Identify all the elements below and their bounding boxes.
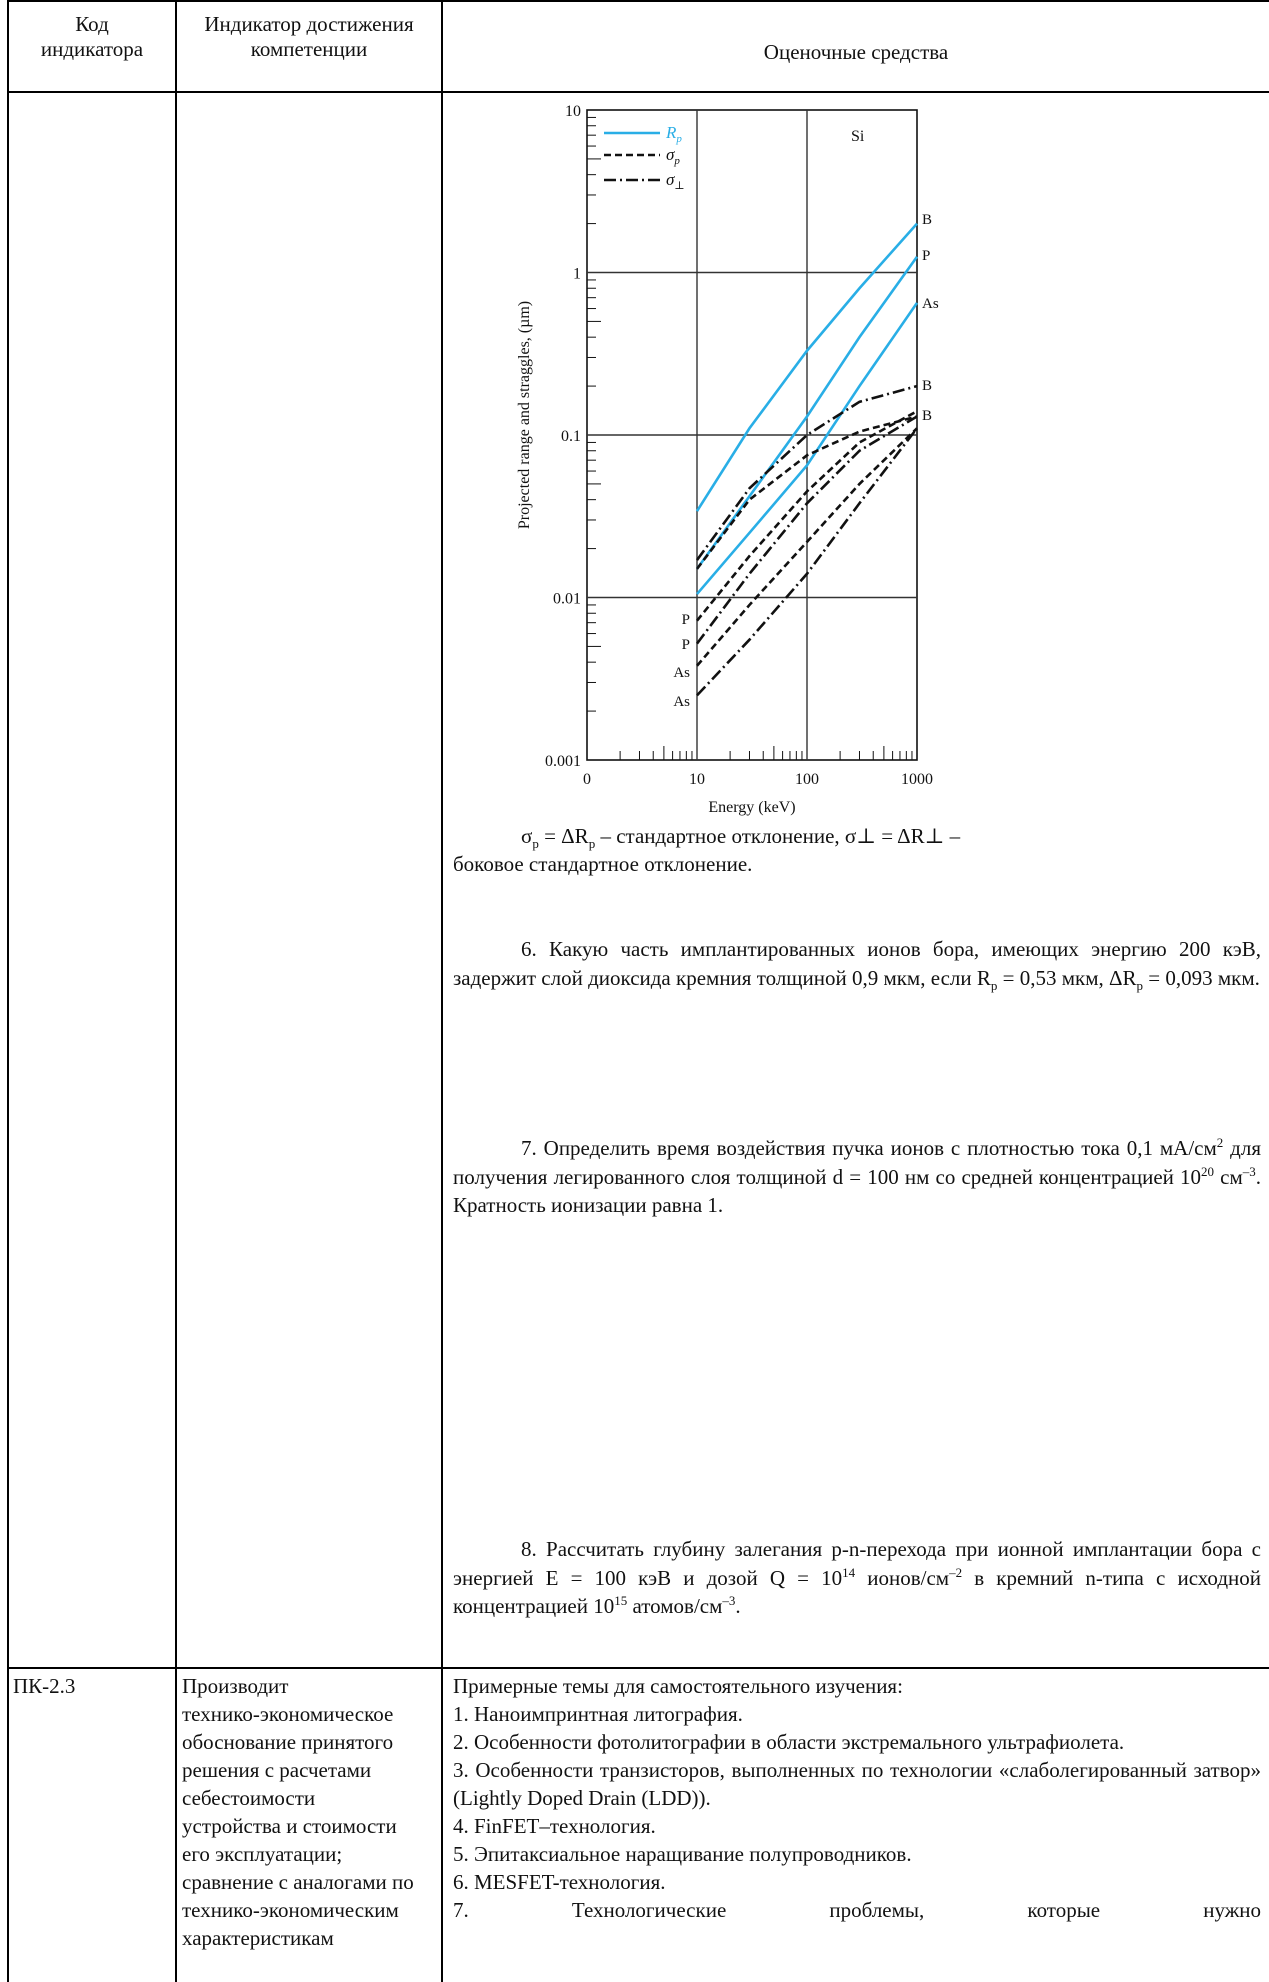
curve-label-left: As (673, 694, 690, 710)
series-perpperp-as (696, 427, 919, 697)
curve-label-left: P (682, 637, 690, 653)
sigma-definition-line2: боковое стандартное отклонение. (453, 852, 753, 876)
question-6: 6. Какую часть имплантированных ионов бо… (453, 937, 1261, 993)
indicator-line: технико-экономическое (182, 1702, 394, 1726)
indicator-line: его эксплуатации; (182, 1842, 343, 1866)
header-means: Оценочные средства (763, 40, 949, 64)
row2-topics: Примерные темы для самостоятельного изуч… (453, 1672, 1261, 1924)
question-7: 7. Определить время воздействия пучка ио… (453, 1135, 1262, 1217)
series-perpp-as (696, 427, 918, 667)
curve-label-right: B (922, 212, 932, 228)
curve-label-right: B (922, 378, 932, 394)
legend-label: σp (666, 145, 680, 167)
indicator-line: характеристикам (182, 1926, 334, 1950)
table-border-top (7, 0, 1269, 2)
indicator-line: обоснование принятого (182, 1730, 394, 1754)
table-divider-1 (175, 0, 177, 1982)
legend-label: Rp (665, 123, 682, 145)
series-perpp-p (695, 410, 918, 622)
indicator-line: решения с расчетами (182, 1758, 372, 1782)
indicator-line: технико-экономическим (182, 1898, 399, 1922)
series-Rp-p (695, 255, 919, 570)
x-tick-label: 100 (795, 771, 819, 788)
x-tick-label: 1000 (901, 771, 933, 788)
row-1-bottom (7, 1667, 1269, 1669)
question-8: 8. Рассчитать глубину залегания p-n-пере… (453, 1537, 1261, 1618)
y-tick-label: 0.001 (545, 753, 581, 770)
sigma-definition: σp = ΔRp – стандартное отклонение, σ⊥ = … (521, 824, 961, 852)
x-axis-title: Energy (keV) (708, 799, 795, 816)
indicator-line: сравнение с аналогами по (182, 1870, 414, 1894)
topic-item: 3. Особенности транзисторов, выполненных… (453, 1758, 1261, 1810)
series-Rp-as (696, 302, 919, 595)
topics-intro: Примерные темы для самостоятельного изуч… (453, 1674, 903, 1698)
table-border-left (7, 0, 9, 1982)
header-code: Код индикатора (40, 12, 144, 61)
indicator-line: Производит (182, 1674, 289, 1698)
y-axis-title: Projected range and straggles, (µm) (516, 301, 533, 529)
header-row-bottom (7, 91, 1269, 93)
legend-label: σ⊥ (666, 170, 685, 192)
y-tick-label: 1 (573, 266, 581, 283)
curve-label-left: P (682, 612, 690, 628)
series-perpperp-b (695, 384, 918, 561)
material-label: Si (851, 128, 865, 145)
topic-item: 2. Особенности фотолитографии в области … (453, 1730, 1125, 1754)
y-tick-label: 0.01 (553, 591, 581, 608)
series-perpperp-p (695, 415, 918, 645)
header-indicator: Индикатор достижения компетенции (204, 12, 414, 61)
curve-label-right: P (922, 248, 930, 264)
x-tick-label: 10 (689, 771, 705, 788)
topic-item: 7. Технологические проблемы, которые нуж… (453, 1898, 1261, 1922)
y-tick-label: 0.1 (561, 428, 581, 445)
indicator-line: себестоимости (182, 1786, 316, 1810)
x-tick-label: 0 (583, 771, 591, 788)
row2-code: ПК-2.3 (13, 1674, 76, 1698)
y-tick-label: 10 (565, 103, 581, 120)
table-divider-2 (441, 0, 443, 1982)
curve-label-left: As (673, 665, 690, 681)
curve-label-right: B (922, 408, 932, 424)
topic-item: 6. MESFET-технология. (453, 1870, 666, 1894)
series-perpp-b (695, 415, 918, 570)
indicator-line: устройства и стоимости (182, 1814, 397, 1838)
row2-indicator: Производит технико-экономическое обоснов… (182, 1672, 438, 1952)
topic-item: 5. Эпитаксиальное наращивание полупровод… (453, 1842, 912, 1866)
curve-label-right: As (922, 296, 939, 312)
series-Rp-b (695, 222, 918, 512)
topic-item: 1. Наноимпринтная литография. (453, 1702, 743, 1726)
topic-item: 4. FinFET–технология. (453, 1814, 656, 1838)
